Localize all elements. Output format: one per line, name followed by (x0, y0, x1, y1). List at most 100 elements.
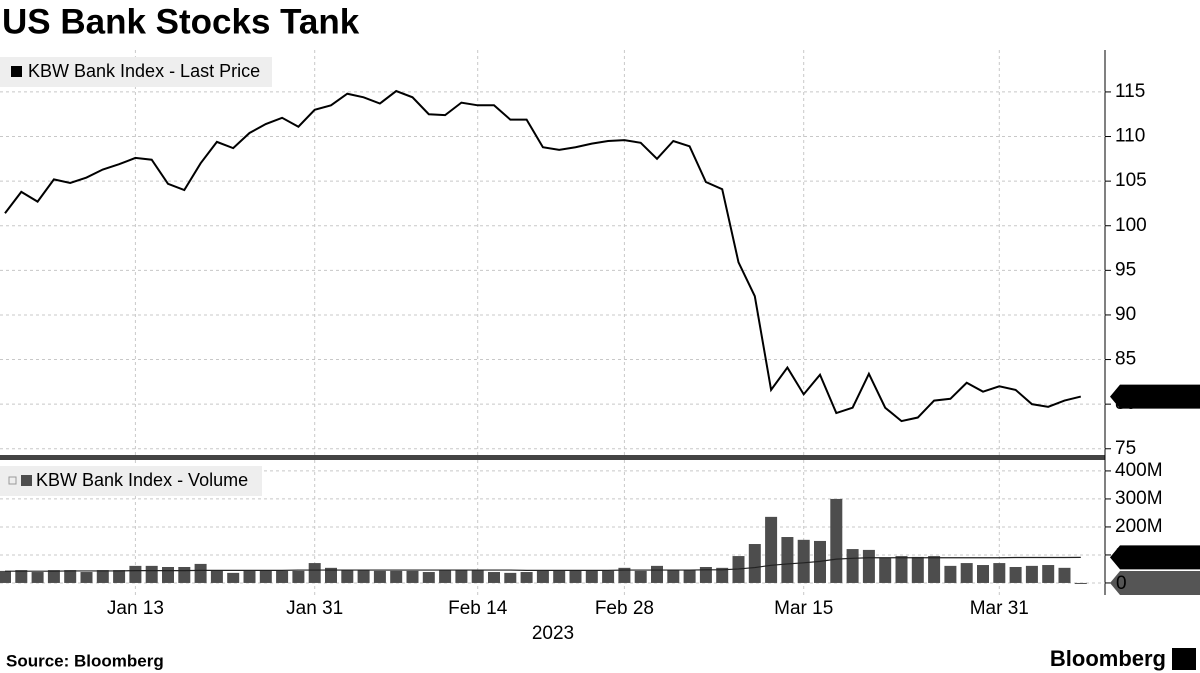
legend-icon (8, 476, 17, 485)
volume-bar (651, 565, 663, 583)
volume-bar (129, 565, 142, 583)
volume-bar (569, 570, 582, 583)
y-tick-label: 300M (1115, 488, 1163, 509)
x-tick-label: Mar 31 (970, 598, 1029, 619)
volume-bar (585, 570, 598, 583)
volume-bar (911, 556, 924, 583)
volume-bar (1042, 565, 1055, 583)
volume-bar (716, 567, 729, 583)
x-tick-label: Feb 14 (448, 598, 508, 619)
volume-bar (0, 570, 11, 583)
volume-bar (406, 570, 419, 583)
volume-bar (797, 539, 810, 583)
volume-bar (846, 549, 859, 583)
value-tag (1110, 384, 1200, 409)
volume-bar (667, 570, 680, 583)
volume-bar (96, 570, 109, 583)
panel-separator (0, 455, 1105, 460)
volume-bar (455, 570, 468, 583)
y-tick-label: 100 (1115, 215, 1147, 236)
volume-bar (178, 566, 191, 583)
volume-bar (308, 563, 321, 583)
volume-bar (879, 558, 892, 583)
volume-bar (993, 563, 1006, 583)
x-tick-label: Jan 13 (107, 598, 164, 619)
volume-bar (699, 566, 712, 583)
volume-bar (504, 572, 517, 583)
x-tick-label: Mar 15 (774, 598, 833, 619)
brand-icon (1172, 648, 1196, 670)
volume-bar (488, 572, 500, 583)
volume-bar (960, 563, 973, 583)
value-tag-label: 0 (1116, 573, 1127, 594)
y-tick-label: 200M (1115, 516, 1163, 537)
y-tick-label: 85 (1115, 349, 1136, 370)
volume-bar (390, 570, 403, 583)
volume-bar (781, 537, 794, 583)
source: Source: Bloomberg (6, 651, 164, 670)
legend-box (0, 57, 272, 87)
legend-swatch (21, 475, 32, 486)
volume-bar (895, 556, 908, 583)
y-tick-label: 110 (1115, 126, 1145, 147)
volume-bar (1058, 567, 1071, 583)
volume-bar (928, 556, 941, 583)
legend-label: KBW Bank Index - Volume (36, 470, 248, 490)
volume-bar (602, 570, 615, 583)
value-tag-label: 91.312M (1116, 547, 1190, 568)
volume-bar (341, 570, 354, 583)
volume-bar (64, 570, 77, 583)
volume-bar (145, 565, 158, 583)
volume-bar (765, 516, 778, 583)
volume-bar (830, 498, 843, 583)
value-tag (1110, 570, 1200, 595)
volume-bar (162, 566, 174, 583)
chart-title: US Bank Stocks Tank (2, 2, 360, 41)
value-tag (1110, 545, 1200, 570)
volume-bar (210, 570, 223, 583)
volume-bar (113, 570, 126, 583)
x-axis-label: 2023 (532, 623, 574, 644)
price-line (4, 89, 1082, 423)
x-tick-label: Feb 28 (595, 598, 654, 619)
volume-bar (944, 565, 957, 583)
volume-bar (634, 570, 647, 583)
volume-bar (194, 563, 207, 583)
volume-bar (15, 570, 28, 583)
volume-bar (357, 570, 370, 583)
volume-bar (1009, 566, 1022, 583)
volume-bar (618, 567, 631, 583)
price-line (5, 556, 1081, 572)
volume-bar (259, 570, 272, 583)
y-tick-label: 75 (1115, 438, 1136, 459)
volume-bar (47, 570, 60, 583)
volume-bar (31, 572, 44, 583)
legend-label: KBW Bank Index - Last Price (28, 61, 260, 81)
y-tick-label: 90 (1115, 304, 1136, 325)
y-tick-label: 105 (1115, 170, 1147, 191)
y-tick-label: 115 (1115, 81, 1145, 102)
volume-bar (683, 570, 696, 583)
brand: Bloomberg (1050, 646, 1166, 671)
y-tick-label: 95 (1115, 259, 1136, 280)
y-tick-label: 400M (1115, 460, 1163, 481)
value-tag-label: 80.85 (1116, 387, 1164, 408)
volume-bar (471, 570, 484, 583)
volume-bar (292, 570, 305, 583)
legend-box (0, 466, 262, 496)
volume-bar (373, 570, 386, 583)
volume-bar (536, 570, 549, 583)
volume-bar (862, 549, 875, 583)
x-tick-label: Jan 31 (286, 598, 343, 619)
volume-bar (748, 544, 761, 583)
volume-bar (553, 570, 566, 583)
volume-bar (227, 572, 240, 583)
volume-bar (520, 572, 533, 583)
volume-bar (1025, 565, 1038, 583)
legend-swatch (11, 66, 22, 77)
volume-bar (1074, 582, 1087, 584)
volume-bar (243, 570, 256, 583)
volume-bar (325, 567, 337, 583)
volume-bar (422, 572, 435, 583)
